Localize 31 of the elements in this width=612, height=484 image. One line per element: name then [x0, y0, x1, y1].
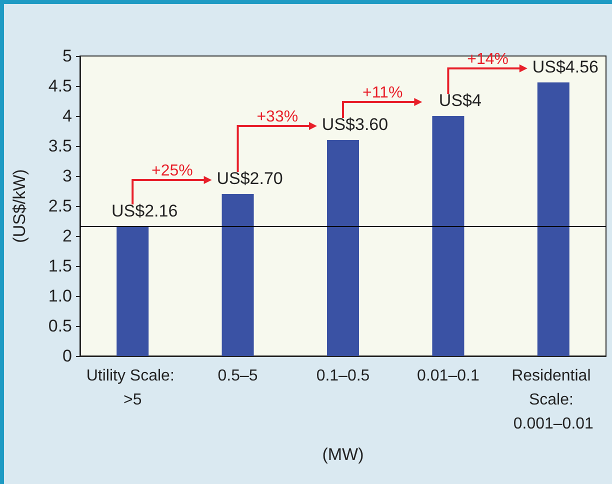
data-label: US$3.60	[322, 115, 388, 134]
annotation: +33%	[256, 108, 298, 126]
y-tick-label: 2.5	[48, 196, 72, 216]
y-tick-label: 5	[62, 46, 72, 66]
bar	[432, 116, 464, 356]
data-label: US$4.56	[532, 57, 598, 76]
bar	[327, 140, 359, 356]
data-label: US$2.16	[112, 201, 178, 220]
x-tick-label: 0.5–5	[218, 368, 258, 384]
y-tick-label: 1.5	[48, 256, 72, 276]
y-tick-label: 4.5	[48, 76, 72, 96]
y-axis-title: (US$/kW)	[10, 169, 29, 243]
x-tick-label: Residential Scale: 0.001–0.01	[512, 368, 596, 432]
x-axis-title: (MW)	[322, 445, 364, 464]
y-tick-label: 1.0	[48, 286, 72, 306]
bar	[116, 226, 149, 356]
bar	[222, 194, 254, 356]
y-tick-label: 4	[62, 106, 72, 126]
bar	[537, 82, 570, 356]
x-tick-label: 0.1–0.5	[316, 368, 370, 384]
x-tick-label: 0.01–0.1	[417, 368, 480, 384]
y-tick-label: 3	[62, 166, 72, 186]
y-tick-label: 0	[62, 346, 72, 366]
data-label: US$2.70	[216, 169, 283, 188]
y-tick-label: 2	[62, 226, 72, 246]
y-tick-label: 0.5	[48, 316, 72, 336]
x-tick-label: Utility Scale: >5	[86, 368, 179, 408]
data-label: US$4	[438, 91, 482, 110]
y-tick-label: 3.5	[48, 136, 72, 156]
annotation: +11%	[362, 84, 403, 102]
annotation: +25%	[152, 162, 193, 180]
